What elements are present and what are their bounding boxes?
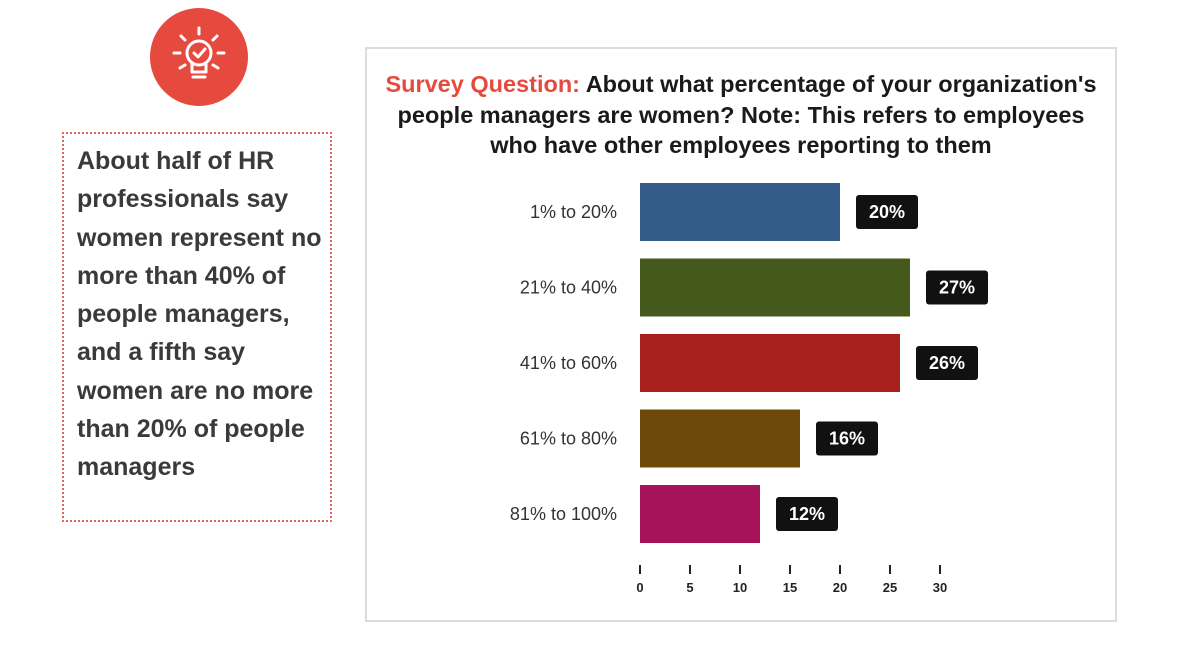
chart-panel: Survey Question: About what percentage o…	[365, 47, 1117, 622]
x-tick-label: 0	[636, 580, 643, 595]
data-label: 26%	[929, 353, 965, 373]
category-label: 81% to 100%	[510, 504, 617, 524]
data-label-box	[916, 346, 978, 380]
bar-chart: 1% to 20% 20% 21% to 40% 27% 41% to 60% 26% 61…	[510, 183, 988, 595]
bar	[640, 409, 800, 468]
x-tick-label: 30	[933, 580, 947, 595]
category-label: 1% to 20%	[530, 202, 617, 222]
x-tick-label: 25	[883, 580, 897, 595]
data-label: 12%	[789, 504, 825, 524]
x-tick-label: 20	[833, 580, 847, 595]
x-tick-label: 10	[733, 580, 747, 595]
chart-title-text: About what percentage of your organizati…	[397, 71, 1097, 158]
chart-title-lead: Survey Question:	[385, 71, 581, 97]
callout-box: About half of HR professionals say women…	[62, 132, 332, 522]
category-label: 41% to 60%	[520, 353, 617, 373]
bar	[640, 334, 900, 392]
lightbulb-check-icon	[172, 26, 226, 79]
data-label-box	[776, 497, 838, 531]
data-label: 16%	[829, 429, 865, 449]
data-label: 20%	[869, 202, 905, 222]
data-label: 27%	[939, 278, 975, 298]
x-tick-label: 5	[686, 580, 693, 595]
bar	[640, 183, 840, 241]
x-tick-label: 15	[783, 580, 797, 595]
category-label: 21% to 40%	[520, 278, 617, 298]
category-label: 61% to 80%	[520, 429, 617, 449]
callout-text: About half of HR professionals say women…	[77, 147, 322, 482]
data-label-box	[856, 195, 918, 229]
chart-title: Survey Question: About what percentage o…	[377, 69, 1105, 161]
bar	[640, 485, 760, 543]
data-label-box	[816, 421, 878, 456]
bar	[640, 258, 910, 317]
icon-badge	[150, 8, 248, 106]
data-label-box	[926, 270, 988, 305]
